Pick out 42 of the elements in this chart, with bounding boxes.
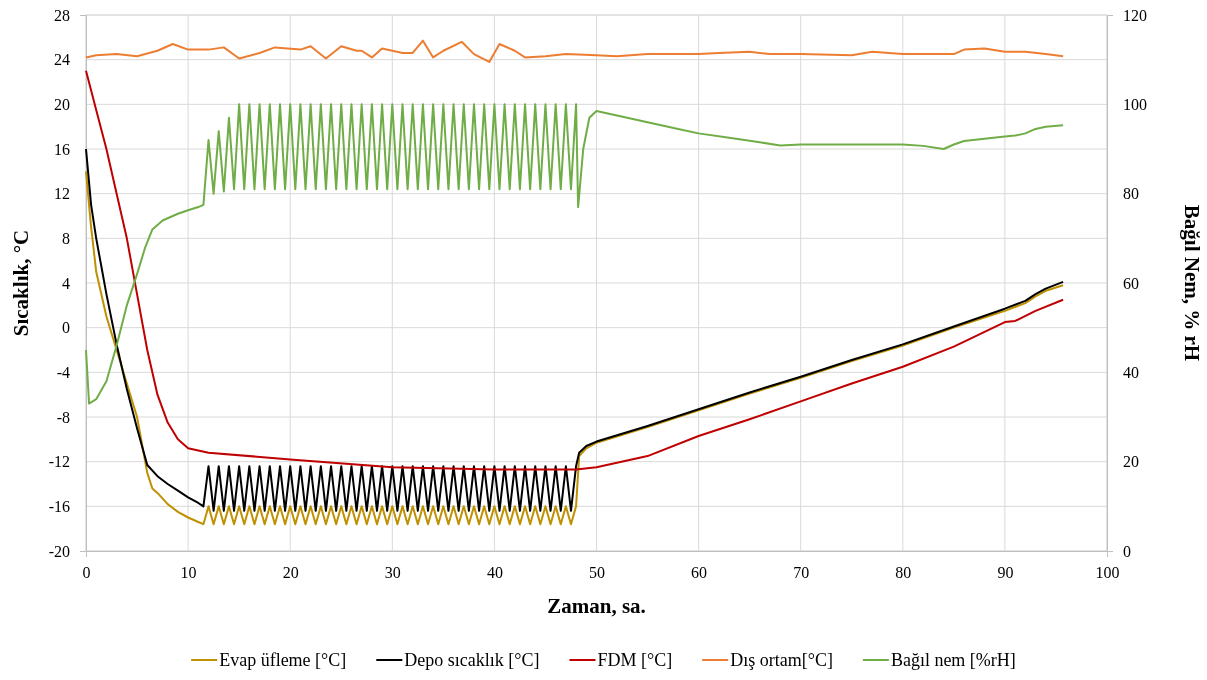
legend-label: Bağıl nem [%rH] [890, 650, 1016, 670]
x-tick-label: 70 [793, 564, 810, 582]
y2-tick-label: 20 [1123, 453, 1139, 471]
y-tick-label: -12 [48, 453, 70, 471]
x-tick-label: 30 [384, 564, 401, 582]
x-tick-label: 100 [1095, 564, 1120, 582]
y-tick-label: 28 [54, 6, 70, 24]
y-tick-label: -20 [48, 542, 70, 560]
x-tick-label: 10 [180, 564, 197, 582]
x-tick-label: 20 [282, 564, 299, 582]
y2-tick-label: 100 [1123, 95, 1147, 113]
x-tick-label: 50 [589, 564, 605, 582]
x-tick-label: 0 [82, 564, 91, 582]
x-tick-label: 80 [895, 564, 912, 582]
y2-tick-label: 80 [1123, 185, 1139, 203]
y-tick-label: -4 [56, 363, 70, 381]
y-tick-label: 4 [62, 274, 70, 292]
x-tick-label: 40 [486, 564, 503, 582]
line-series [85, 39, 1065, 63]
y2-tick-label: 60 [1123, 274, 1139, 292]
legend-label: Evap üfleme [°C] [219, 650, 347, 670]
x-axis-title: Zaman, sa. [547, 594, 646, 618]
legend-label: Depo sıcaklık [°C] [404, 650, 540, 670]
y2-tick-label: 120 [1123, 6, 1147, 24]
line-series [85, 103, 1065, 405]
y-tick-label: 12 [54, 185, 70, 203]
y2-tick-label: 40 [1123, 363, 1139, 381]
x-tick-label: 90 [997, 564, 1014, 582]
y2-tick-label: 0 [1123, 542, 1131, 560]
y-axis-title: Sıcaklık, °C [9, 229, 33, 337]
y-tick-label: 24 [54, 51, 70, 69]
y-tick-label: -8 [56, 408, 70, 426]
x-tick-label: 60 [691, 564, 708, 582]
legend-label: Dış ortam[°C] [730, 650, 833, 670]
y-tick-label: 20 [54, 95, 70, 113]
y-tick-label: 16 [54, 140, 70, 158]
y-tick-label: -16 [48, 497, 70, 515]
y-tick-label: 8 [62, 229, 70, 247]
line-series [85, 69, 1065, 471]
y2-axis-title: Bağıl Nem, % rH [1180, 204, 1204, 362]
legend-label: FDM [°C] [597, 650, 673, 670]
y-tick-label: 0 [62, 319, 70, 337]
